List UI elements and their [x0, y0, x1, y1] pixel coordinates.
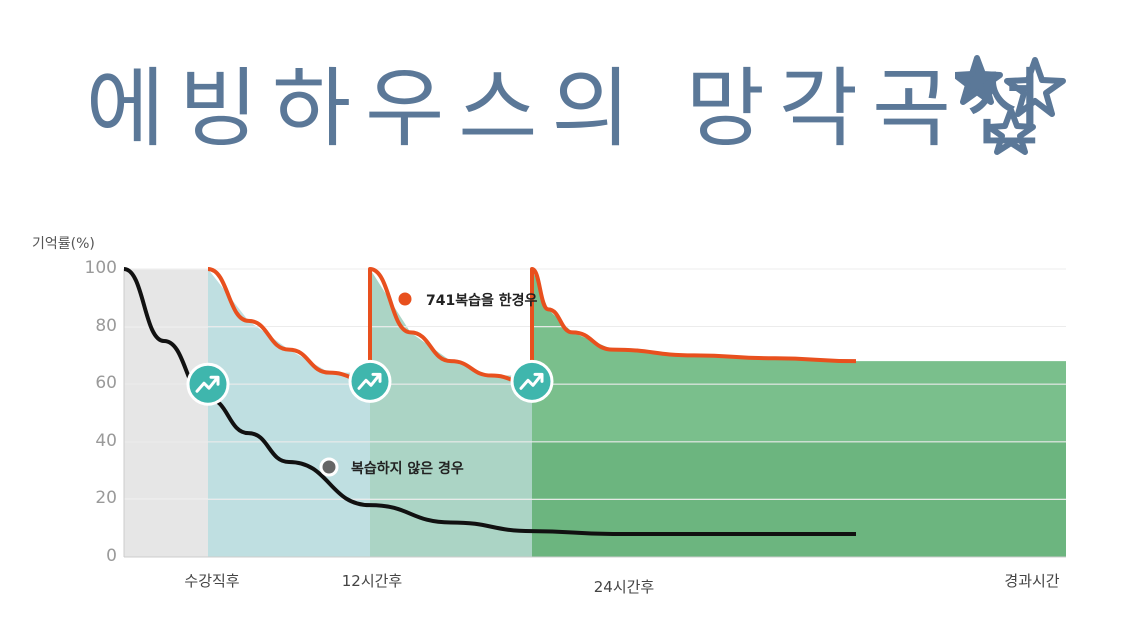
forgetting-curve-chart: 기억률(%) 100 80 60 40 20 0 수강직후 12시간후 24시간… — [0, 220, 1144, 628]
page-title: 에빙하우스의 망각곡선 — [85, 59, 1059, 159]
star-icon — [1004, 57, 1066, 117]
y-axis-title: 기억률(%) — [32, 236, 95, 252]
chart-canvas — [123, 267, 1066, 558]
y-tick-label: 20 — [95, 488, 117, 508]
review-arrow-head — [533, 372, 544, 383]
band-after-third-review — [532, 269, 1066, 557]
y-tick-label: 40 — [95, 431, 117, 451]
y-tick-label: 100 — [84, 258, 117, 278]
star-decoration — [955, 55, 1066, 155]
review-arrow-head — [371, 372, 382, 383]
legend-marker-reviewed — [395, 289, 415, 309]
x-tick-label: 12시간후 — [341, 572, 403, 590]
legend-not-reviewed-label: 복습하지 않은 경우 — [351, 461, 464, 477]
y-tick-label: 80 — [95, 316, 117, 336]
review-up-arrow-icon — [510, 359, 554, 403]
x-axis-title: 경과시간 — [1004, 572, 1060, 590]
review-arrow-head — [209, 375, 220, 386]
review-arrow-stroke — [195, 376, 219, 393]
star-icon — [955, 55, 1003, 105]
star-icon — [986, 107, 1036, 155]
line-reviewed — [207, 267, 857, 387]
review-arrow-stroke — [357, 373, 381, 390]
review-up-arrow-icon — [348, 359, 392, 403]
band-before-study — [124, 269, 208, 557]
legend-marker-not-reviewed — [319, 457, 339, 477]
band-after-second-review — [370, 269, 532, 557]
y-tick-label: 60 — [95, 373, 117, 393]
band-after-first-review — [208, 269, 370, 557]
x-tick-label: 수강직후 — [184, 572, 240, 590]
x-tick-label: 24시간후 — [593, 578, 655, 596]
legend-reviewed-label: 741복습을 한경우 — [426, 293, 538, 309]
review-up-arrow-icon — [186, 362, 230, 406]
y-tick-label: 0 — [106, 546, 117, 566]
review-arrow-stroke — [519, 373, 543, 390]
